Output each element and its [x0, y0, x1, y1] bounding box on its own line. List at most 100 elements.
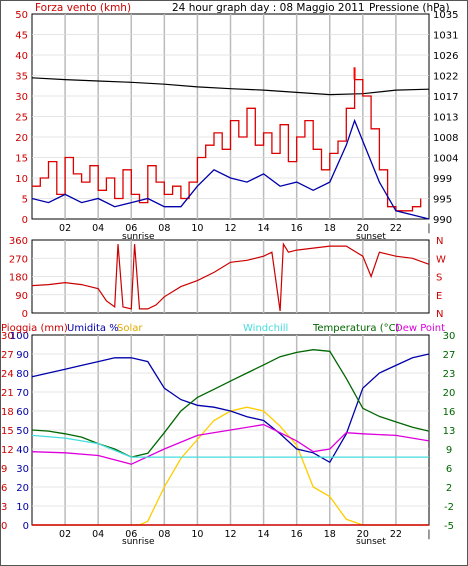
humidity-axis-tick: 70: [16, 388, 29, 399]
x-tick-label-bottom: 12: [224, 529, 236, 540]
rain-label: Pioggia (mm): [1, 323, 68, 334]
x-tick-label-top: 10: [191, 223, 203, 234]
direction-axis-tick: 270: [9, 254, 28, 265]
rain-axis-tick: 27: [1, 350, 14, 361]
x-tick-label-top: 18: [324, 223, 336, 234]
windchill-line: [31, 434, 429, 458]
wind-direction-line: [31, 242, 430, 312]
humidity-axis-tick: 100: [10, 331, 29, 342]
x-tick-label-top: 06: [125, 223, 137, 234]
x-tick-label-top: 22: [390, 223, 402, 234]
windchill-label: Windchill: [243, 323, 288, 334]
x-tick-label-bottom: 02: [59, 529, 71, 540]
humidity-axis-tick: 30: [16, 464, 29, 475]
pressure-axis-tick: 1022: [433, 72, 458, 83]
x-tick-label-top: 14: [258, 223, 270, 234]
wind-axis-label: Forza vento (kmh): [35, 2, 131, 14]
humidity-axis-tick: 60: [16, 407, 29, 418]
wind-axis-tick: 5: [22, 195, 28, 206]
rain-axis-tick: 15: [1, 426, 14, 437]
rain-axis-tick: 9: [1, 464, 7, 475]
pressure-axis-tick: 1026: [433, 51, 458, 62]
temperature-axis-tick: 23: [443, 369, 456, 380]
pressure-axis-tick: 1013: [433, 113, 458, 124]
x-tick-label-bottom: 16: [291, 529, 303, 540]
x-tick-label-bottom: 06: [125, 529, 137, 540]
pressure-axis-tick: 990: [433, 215, 452, 226]
temperature-axis-tick: 6: [446, 464, 452, 475]
x-tick-label-top: |: [427, 223, 430, 234]
humidity-axis-tick: 40: [16, 445, 29, 456]
sunset-label-bottom: sunset: [356, 537, 386, 547]
humidity-axis-tick: 20: [16, 483, 29, 494]
direction-axis-tick: 90: [15, 291, 28, 302]
x-tick-label-top: 04: [92, 223, 104, 234]
wind-axis-tick: 45: [15, 31, 28, 42]
humidity-axis-tick: 90: [16, 350, 29, 361]
pressure-axis-tick: 1035: [433, 10, 458, 21]
rain-axis-tick: 30: [1, 331, 14, 342]
solar-line: [32, 406, 429, 526]
sunset-label-top: sunset: [356, 232, 386, 242]
solar-label: Solar: [117, 323, 143, 334]
rain-axis-tick: 6: [1, 483, 7, 494]
humidity-axis-tick: 50: [16, 426, 29, 437]
wind-axis-tick: 50: [15, 10, 28, 21]
x-tick-label-bottom: |: [427, 529, 430, 540]
direction-axis-tick: 0: [22, 309, 28, 320]
wind-axis-tick: 15: [15, 154, 28, 165]
wind-speed-line: [32, 78, 422, 212]
rain-axis-tick: 0: [1, 521, 7, 532]
x-tick-label-bottom: 10: [191, 529, 203, 540]
wind-axis-tick: 30: [15, 92, 28, 103]
rain-axis-tick: 3: [1, 502, 7, 513]
rain-axis-tick: 24: [1, 369, 14, 380]
pressure-axis-tick: 1004: [433, 154, 458, 165]
wind-axis-tick: 0: [22, 215, 28, 226]
wind-axis-tick: 20: [15, 133, 28, 144]
temperature-axis-tick: -2: [444, 502, 454, 513]
temperature-axis-tick: -5: [444, 521, 454, 532]
sunrise-label-top: sunrise: [122, 232, 155, 242]
compass-axis-tick: E: [436, 291, 442, 302]
rain-axis-tick: 12: [1, 445, 14, 456]
pressure-axis-tick: 1017: [433, 92, 458, 103]
x-tick-label-bottom: 14: [258, 529, 270, 540]
wind-axis-tick: 35: [15, 72, 28, 83]
wind-axis-tick: 40: [15, 51, 28, 62]
sunrise-label-bottom: sunrise: [122, 537, 155, 547]
temperature-axis-tick: 9: [446, 445, 452, 456]
wind-axis-tick: 25: [15, 113, 28, 124]
average-wind-line: [31, 118, 430, 220]
compass-axis-tick: N: [436, 236, 443, 247]
x-tick-label-bottom: 08: [158, 529, 170, 540]
x-tick-label-bottom: 04: [92, 529, 104, 540]
humidity-axis-tick: 10: [16, 502, 29, 513]
temperature-axis-tick: 2: [446, 483, 452, 494]
rain-axis-tick: 21: [1, 388, 14, 399]
x-tick-label-bottom: 18: [324, 529, 336, 540]
dewpoint-line: [31, 423, 430, 465]
wind-axis-tick: 10: [15, 174, 28, 185]
temperature-axis-tick: 20: [443, 388, 456, 399]
compass-axis-tick: N: [436, 309, 443, 320]
humidity-axis-tick: 0: [23, 521, 29, 532]
x-tick-label-top: 20: [357, 223, 369, 234]
chart-title: 24 hour graph day : 08 Maggio 2011: [172, 2, 365, 14]
dewpoint-label: Dew Point: [395, 323, 445, 334]
pressure-axis-tick: 1008: [433, 133, 458, 144]
x-tick-label-top: 08: [158, 223, 170, 234]
direction-axis-tick: 360: [9, 236, 28, 247]
direction-axis-tick: 180: [9, 273, 28, 284]
x-tick-label-top: 16: [291, 223, 303, 234]
x-tick-label-bottom: 20: [357, 529, 369, 540]
humidity-line: [31, 353, 430, 464]
pressure-axis-label: Pressione (hPa): [369, 2, 450, 14]
pressure-axis-tick: 999: [433, 174, 452, 185]
temperature-axis-tick: 30: [443, 331, 456, 342]
x-tick-label-bottom: 22: [390, 529, 402, 540]
compass-axis-tick: S: [436, 273, 442, 284]
temperature-label: Temperatura (°C): [312, 323, 400, 334]
pressure-axis-tick: 995: [433, 195, 452, 206]
